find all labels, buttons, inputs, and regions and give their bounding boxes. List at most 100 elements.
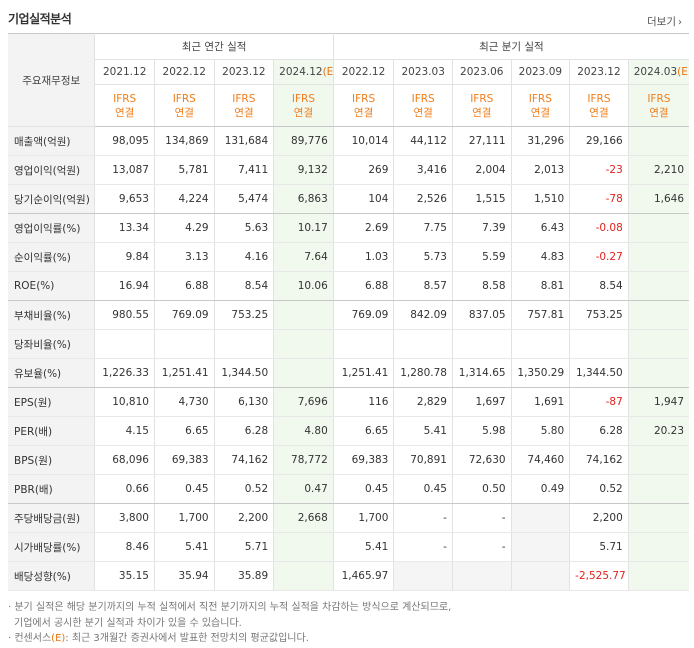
quarter-value-cell: 29,166	[569, 126, 629, 156]
annual-value-cell: 753.25	[214, 300, 275, 330]
table-row: 당기순이익(억원) 9,653 4,224 5,474 6,863 104 2,526 1,5…	[8, 184, 689, 214]
table-row: ROE(%) 16.94 6.88 8.54 10.06 6.88 8.57 8.58 8.81…	[8, 271, 689, 301]
annual-value-cell	[273, 300, 334, 330]
table-row: PER(배) 4.15 6.65 6.28 4.80 6.65 5.41 5.98 5.80 6.…	[8, 416, 689, 446]
quarter-value-cell: -23	[569, 155, 629, 185]
annual-value-cell: 9.84	[94, 242, 155, 272]
table-row: PBR(배) 0.66 0.45 0.52 0.47 0.45 0.45 0.50 0.49 0.…	[8, 474, 689, 504]
row-label: 매출액(억원)	[8, 126, 96, 156]
quarter-value-cell: 69,383	[332, 445, 395, 475]
annual-value-cell: 6.28	[214, 416, 275, 446]
table-row: EPS(원) 10,810 4,730 6,130 7,696 116 2,829 1,697…	[8, 387, 689, 417]
annual-value-cell: 5.63	[214, 213, 275, 243]
quarter-value-cell	[628, 503, 689, 533]
quarter-value-cell: 6.28	[569, 416, 629, 446]
annual-value-cell	[273, 532, 334, 562]
annual-value-cell: 0.45	[154, 474, 215, 504]
quarter-value-cell: 7.75	[393, 213, 453, 243]
row-header-label: 주요재무정보	[8, 33, 96, 127]
annual-value-cell: 35.15	[94, 561, 155, 591]
annual-value-cell: 9,653	[94, 184, 155, 214]
period-header: 2022.12	[154, 59, 215, 85]
quarter-value-cell	[511, 503, 571, 533]
quarter-value-cell: -	[393, 532, 453, 562]
annual-value-cell: 5.41	[154, 532, 215, 562]
annual-value-cell: 2,200	[214, 503, 275, 533]
quarter-value-cell: 104	[332, 184, 395, 214]
ifrs-label: IFRS 연결	[511, 84, 571, 127]
annual-value-cell: 13,087	[94, 155, 155, 185]
quarter-value-cell	[452, 329, 512, 359]
row-label: 순이익률(%)	[8, 242, 96, 272]
footnotes: · 분기 실적은 해당 분기까지의 누적 실적에서 직전 분기까지의 누적 실적…	[8, 600, 451, 647]
estimate-mark: (E)	[322, 66, 334, 78]
footnote: · 분기 실적은 해당 분기까지의 누적 실적에서 직전 분기까지의 누적 실적…	[8, 602, 452, 613]
footnote: · 컨센서스(E): 최근 3개월간 증권사에서 발표한 전망치의 평균값입니다…	[8, 633, 309, 644]
more-link[interactable]: 더보기 ›	[647, 14, 682, 29]
quarter-value-cell	[628, 532, 689, 562]
quarter-value-cell: 0.52	[569, 474, 629, 504]
quarter-value-cell: 1,510	[511, 184, 571, 214]
quarter-value-cell: 1,280.78	[393, 358, 453, 388]
table-row: BPS(원) 68,096 69,383 74,162 78,772 69,383 70,8…	[8, 445, 689, 475]
table-row: 영업이익(억원) 13,087 5,781 7,411 9,132 269 3,416 2,0…	[8, 155, 689, 185]
quarter-value-cell: 2,526	[393, 184, 453, 214]
annual-value-cell: 1,700	[154, 503, 215, 533]
annual-value-cell: 7,696	[273, 387, 334, 417]
annual-value-cell	[273, 561, 334, 591]
quarter-value-cell: -0.27	[569, 242, 629, 272]
annual-value-cell	[273, 329, 334, 359]
quarter-value-cell: 1,947	[628, 387, 689, 417]
annual-value-cell: 69,383	[154, 445, 215, 475]
annual-value-cell: 6,130	[214, 387, 275, 417]
quarter-value-cell: 5.71	[569, 532, 629, 562]
ifrs-label: IFRS 연결	[273, 84, 334, 127]
quarter-value-cell: -2,525.77	[569, 561, 629, 591]
annual-value-cell: 5.71	[214, 532, 275, 562]
annual-value-cell: 4.15	[94, 416, 155, 446]
annual-value-cell: 8.46	[94, 532, 155, 562]
quarter-value-cell: 2,210	[628, 155, 689, 185]
table-row: 순이익률(%) 9.84 3.13 4.16 7.64 1.03 5.73 5.59 4.83-…	[8, 242, 689, 272]
quarter-value-cell	[628, 271, 689, 301]
annual-value-cell: 98,095	[94, 126, 155, 156]
quarter-value-cell: 5.41	[393, 416, 453, 446]
ifrs-label: IFRS 연결	[94, 84, 155, 127]
annual-value-cell: 10,810	[94, 387, 155, 417]
quarter-value-cell	[628, 242, 689, 272]
quarter-value-cell	[628, 126, 689, 156]
quarter-value-cell	[452, 561, 512, 591]
quarter-value-cell: 31,296	[511, 126, 571, 156]
quarter-value-cell: 5.73	[393, 242, 453, 272]
annual-value-cell: 3,800	[94, 503, 155, 533]
quarter-value-cell: 6.43	[511, 213, 571, 243]
period-header: 2021.12	[94, 59, 155, 85]
annual-value-cell: 78,772	[273, 445, 334, 475]
annual-value-cell	[94, 329, 155, 359]
quarter-value-cell: 1,700	[332, 503, 395, 533]
quarter-value-cell: -	[452, 503, 512, 533]
quarter-value-cell: 1,691	[511, 387, 571, 417]
quarter-value-cell: 1,646	[628, 184, 689, 214]
quarter-value-cell: -87	[569, 387, 629, 417]
annual-value-cell: 1,226.33	[94, 358, 155, 388]
annual-value-cell: 35.89	[214, 561, 275, 591]
quarter-value-cell: 1,515	[452, 184, 512, 214]
quarter-value-cell: 1,314.65	[452, 358, 512, 388]
annual-value-cell: 769.09	[154, 300, 215, 330]
quarter-value-cell: 74,162	[569, 445, 629, 475]
estimate-mark: (E)	[51, 633, 66, 644]
ifrs-label: IFRS 연결	[154, 84, 215, 127]
annual-value-cell: 4,730	[154, 387, 215, 417]
row-label: BPS(원)	[8, 445, 96, 475]
annual-value-cell: 131,684	[214, 126, 275, 156]
quarter-group-header: 최근 분기 실적	[332, 33, 689, 60]
annual-value-cell: 16.94	[94, 271, 155, 301]
quarter-value-cell: 8.81	[511, 271, 571, 301]
quarter-value-cell: 70,891	[393, 445, 453, 475]
estimate-mark: (E)	[677, 66, 689, 78]
period-header: 2023.09	[511, 59, 571, 85]
period-header-estimate: 2024.12(E)	[273, 59, 334, 85]
row-label: 배당성향(%)	[8, 561, 96, 591]
quarter-value-cell: 0.45	[332, 474, 395, 504]
